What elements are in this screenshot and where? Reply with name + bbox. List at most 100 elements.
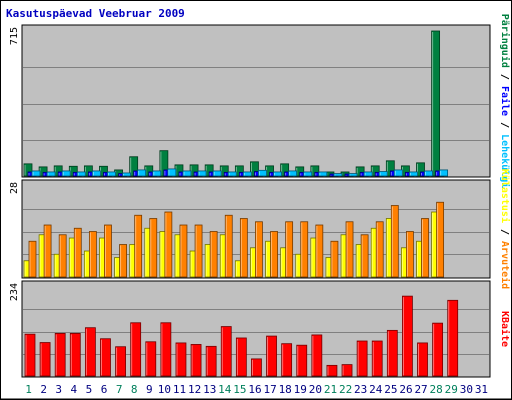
bar-lehekülgi-day-1 bbox=[31, 170, 41, 177]
bar-lehekülgi-day-21 bbox=[333, 173, 343, 177]
y-max-label: 234 bbox=[9, 283, 20, 301]
bar-kbaite-day-28 bbox=[432, 322, 444, 377]
bar-kbaite-day-27 bbox=[417, 342, 428, 377]
bar-kbaite-day-25 bbox=[386, 329, 398, 377]
bar-arvuteid-day-3 bbox=[58, 234, 67, 278]
bar-kbaite-day-29 bbox=[447, 299, 459, 377]
bar-kbaite-day-5 bbox=[84, 327, 96, 377]
x-tick-label-day-15: 15 bbox=[233, 383, 246, 396]
x-tick-label-day-27: 27 bbox=[414, 383, 427, 396]
side-legend-kbytes: KBaite bbox=[499, 311, 511, 347]
bar-arvuteid-day-21 bbox=[330, 240, 339, 278]
bar-arvuteid-day-22 bbox=[345, 221, 354, 278]
bar-arvuteid-day-26 bbox=[406, 231, 414, 278]
y-max-label: 28 bbox=[9, 182, 20, 194]
legend-entry-külastusi: Külastusi bbox=[499, 169, 511, 223]
bar-kbaite-day-20 bbox=[311, 334, 323, 377]
bar-arvuteid-day-27 bbox=[421, 218, 429, 278]
bar-lehekülgi-day-26 bbox=[409, 171, 418, 177]
bar-kbaite-day-21 bbox=[326, 364, 338, 377]
legend-separator: / bbox=[499, 68, 510, 86]
bar-arvuteid-day-15 bbox=[239, 218, 248, 278]
legend-separator: / bbox=[499, 223, 510, 241]
bar-arvuteid-day-13 bbox=[209, 231, 218, 278]
x-tick-label-day-6: 6 bbox=[101, 383, 108, 396]
panel-background-pages-files-hits bbox=[21, 24, 491, 178]
x-tick-label-day-12: 12 bbox=[188, 383, 201, 396]
bar-arvuteid-day-8 bbox=[134, 214, 143, 278]
bar-lehekülgi-day-4 bbox=[76, 171, 86, 177]
bar-lehekülgi-day-5 bbox=[91, 170, 101, 177]
bar-arvuteid-day-7 bbox=[119, 244, 127, 278]
bar-kbaite-day-16 bbox=[251, 358, 262, 377]
x-tick-label-day-3: 3 bbox=[55, 383, 62, 396]
x-tick-label-day-4: 4 bbox=[71, 383, 78, 396]
x-tick-label-day-18: 18 bbox=[279, 383, 292, 396]
x-tick-label-day-7: 7 bbox=[116, 383, 123, 396]
x-tick-label-day-23: 23 bbox=[354, 383, 367, 396]
bar-lehekülgi-day-14 bbox=[227, 171, 237, 177]
bar-lehekülgi-day-27 bbox=[424, 170, 433, 177]
bar-kbaite-day-3 bbox=[54, 333, 66, 377]
bar-arvuteid-day-11 bbox=[179, 224, 188, 278]
x-tick-label-day-20: 20 bbox=[309, 383, 322, 396]
bar-lehekülgi-day-16 bbox=[258, 169, 267, 177]
legend-entry-kbaite: KBaite bbox=[499, 311, 511, 347]
x-tick-label-day-30: 30 bbox=[460, 383, 473, 396]
legend-entry-päringuid: Päringuid bbox=[499, 14, 511, 68]
x-tick-label-day-10: 10 bbox=[158, 383, 171, 396]
bar-lehekülgi-day-24 bbox=[378, 171, 388, 177]
bar-kbaite-day-13 bbox=[205, 345, 217, 377]
x-tick-label-day-17: 17 bbox=[263, 383, 276, 396]
bar-kbaite-day-6 bbox=[100, 338, 111, 377]
bar-lehekülgi-day-11 bbox=[182, 170, 192, 177]
bar-kbaite-day-9 bbox=[145, 341, 157, 377]
x-tick-label-day-26: 26 bbox=[399, 383, 412, 396]
x-tick-label-day-16: 16 bbox=[248, 383, 261, 396]
bar-lehekülgi-day-10 bbox=[167, 168, 177, 177]
bar-arvuteid-day-18 bbox=[285, 221, 294, 278]
bar-lehekülgi-day-6 bbox=[107, 171, 116, 177]
y-max-label: 715 bbox=[9, 27, 20, 45]
x-tick-label-day-21: 21 bbox=[324, 383, 337, 396]
bar-arvuteid-day-5 bbox=[88, 231, 97, 278]
bar-arvuteid-day-16 bbox=[255, 221, 263, 278]
bar-arvuteid-day-19 bbox=[300, 221, 309, 278]
side-legend-visits-sites: Külastusi / Arvuteid bbox=[499, 169, 511, 289]
x-tick-label-day-14: 14 bbox=[218, 383, 232, 396]
x-tick-label-day-13: 13 bbox=[203, 383, 216, 396]
bar-arvuteid-day-10 bbox=[164, 211, 173, 278]
bar-kbaite-day-4 bbox=[69, 333, 81, 377]
bar-kbaite-day-14 bbox=[220, 326, 232, 377]
x-tick-label-day-11: 11 bbox=[173, 383, 186, 396]
x-tick-label-day-31: 31 bbox=[475, 383, 488, 396]
bar-kbaite-day-2 bbox=[39, 342, 51, 377]
bar-arvuteid-day-14 bbox=[224, 214, 233, 278]
x-tick-label-day-22: 22 bbox=[339, 383, 352, 396]
bar-lehekülgi-day-9 bbox=[152, 170, 162, 177]
bar-kbaite-day-19 bbox=[296, 344, 308, 377]
x-tick-label-day-25: 25 bbox=[384, 383, 397, 396]
bar-kbaite-day-17 bbox=[266, 335, 277, 377]
side-legend-pages-files-hits: Päringuid / Faile / Lehekülgi bbox=[499, 14, 511, 189]
bar-lehekülgi-day-15 bbox=[242, 171, 252, 177]
bar-kbaite-day-1 bbox=[24, 333, 36, 377]
bar-arvuteid-day-4 bbox=[73, 227, 82, 278]
bar-kbaite-day-15 bbox=[235, 337, 247, 377]
bar-arvuteid-day-1 bbox=[28, 240, 37, 278]
bar-lehekülgi-day-7 bbox=[122, 172, 131, 177]
bar-kbaite-day-11 bbox=[175, 342, 187, 377]
bar-lehekülgi-day-25 bbox=[393, 169, 403, 177]
legend-entry-lehekülgi: Lehekülgi bbox=[499, 134, 511, 188]
bar-kbaite-day-23 bbox=[356, 340, 368, 377]
bar-kbaite-day-18 bbox=[281, 343, 293, 377]
bar-kbaite-day-10 bbox=[160, 322, 172, 377]
bar-lehekülgi-day-3 bbox=[61, 170, 71, 177]
x-tick-label-day-29: 29 bbox=[445, 383, 458, 396]
bar-arvuteid-day-23 bbox=[360, 234, 369, 278]
bar-arvuteid-day-6 bbox=[104, 224, 112, 278]
bar-lehekülgi-day-23 bbox=[363, 171, 373, 177]
x-tick-label-day-19: 19 bbox=[294, 383, 307, 396]
x-tick-label-day-9: 9 bbox=[146, 383, 153, 396]
